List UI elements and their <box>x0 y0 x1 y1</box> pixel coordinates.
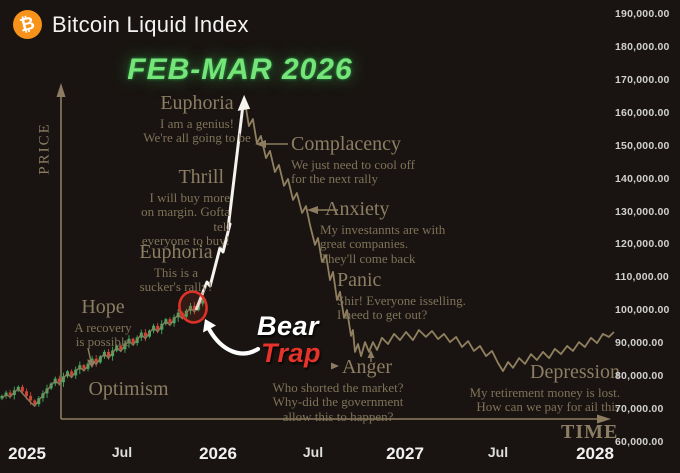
date-highlight: FEB-MAR 2026 <box>127 53 353 86</box>
x-axis-label: 2028 <box>576 444 614 463</box>
y-axis-label: 120,000.00 <box>615 238 670 251</box>
y-axis-label: 130,000.00 <box>615 205 670 218</box>
stage-hope: Hope A recovery is possible <box>50 297 156 350</box>
x-axis-label: 2025 <box>8 444 46 463</box>
stage-anger-quote: Who shorted the market? Why-did the gove… <box>272 380 404 424</box>
stage-hope-quote: A recovery is possible <box>74 320 132 350</box>
hope-arrow-line <box>87 347 92 363</box>
bear-trap-circle <box>178 290 208 324</box>
stage-euphoria-peak-quote: I am a genius! We're all going to be <box>143 116 251 146</box>
y-axis-label: 140,000.00 <box>615 172 670 185</box>
price-axis-arrowhead-icon <box>56 83 66 97</box>
bitcoin-logo-icon: ₿ <box>13 10 42 39</box>
stage-euphoria-rally-quote: This is a sucker's rally! <box>139 265 213 295</box>
stage-euphoria-rally: Euphoria This is a sucker's rally! <box>120 242 232 295</box>
time-axis-title: TIME <box>561 421 619 443</box>
y-axis-label: 80,000.00 <box>615 370 664 383</box>
complacency-arrowhead-icon <box>255 140 266 148</box>
stage-anxiety: Anxiety My investannts are with great co… <box>320 199 472 266</box>
stage-complacency-quote: We just need to cool off for the next ra… <box>291 157 415 187</box>
page-title: Bitcoin Liquid Index <box>52 11 249 37</box>
stage-anxiety-title: Anxiety <box>325 198 390 220</box>
x-axis-label: Jul <box>302 444 324 460</box>
stage-anxiety-quote: My investannts are with great companies.… <box>320 222 446 266</box>
bear-trap-word-bear: Bear <box>257 311 320 341</box>
x-axis-label: 2027 <box>386 444 424 463</box>
stage-euphoria-rally-title: Euphoria <box>139 241 213 263</box>
anxiety-arrowhead-icon <box>307 206 318 214</box>
y-axis-label: 60,000.00 <box>615 436 664 448</box>
x-axis-label: Jul <box>111 444 133 460</box>
stage-thrill-title: Thrill <box>178 166 224 188</box>
bitcoin-symbol: ₿ <box>17 12 38 37</box>
stage-anger-title: Anger <box>342 356 392 378</box>
brand-header: ₿ Bitcoin Liquid Index <box>13 10 249 39</box>
stage-thrill: Thrill I will buy more on margin. Gofta … <box>122 167 230 248</box>
y-axis-label: 150,000.00 <box>615 139 670 152</box>
time-axis-labels: 2025 Jul 2026 Jul 2027 Jul 2028 <box>0 444 680 470</box>
bear-trap-word-trap: Trap <box>261 338 322 368</box>
y-axis-label: 190,000.00 <box>615 8 670 20</box>
stage-hope-title: Hope <box>81 296 125 318</box>
stage-depression: Depression My retirement money is lost. … <box>452 362 620 415</box>
price-axis-labels: 190,000.00 180,000.00 170,000.00 160,000.00… <box>615 0 680 473</box>
anger-pointer-icon <box>331 362 339 370</box>
y-axis-label: 90,000.00 <box>615 337 664 350</box>
price-axis-title: PRICE <box>36 122 53 175</box>
stage-thrill-quote: I will buy more on margin. Gofta tell ev… <box>141 190 230 248</box>
stage-depression-title: Depression <box>530 361 620 383</box>
y-axis-label: 180,000.00 <box>615 40 670 53</box>
y-axis-label: 160,000.00 <box>615 106 670 119</box>
y-axis-label: 170,000.00 <box>615 73 670 86</box>
stage-optimism-title: Optimism <box>88 378 169 400</box>
stage-euphoria-peak: Euphoria I am a genius! We're all going … <box>138 93 256 146</box>
stage-optimism: Optimism <box>88 379 169 400</box>
stage-panic-quote: Shir! Everyone isselling. I need to get … <box>337 293 466 323</box>
stage-depression-quote: My retirement money is lost. How can we … <box>469 385 620 415</box>
time-axis-arrowhead-icon <box>597 414 611 424</box>
anger-arrowhead-icon <box>367 350 375 358</box>
stage-complacency: Complacency We just need to cool off for… <box>291 134 469 187</box>
y-axis-label: 110,000.00 <box>615 271 669 284</box>
bear-trap-arrow-line <box>206 326 261 356</box>
stage-complacency-title: Complacency <box>291 133 401 155</box>
stage-anger: Anger Who shorted the market? Why-did th… <box>272 357 404 424</box>
stage-euphoria-peak-title: Euphoria <box>160 92 234 114</box>
stage-panic: Panic Shir! Everyone isselling. I need t… <box>337 270 473 323</box>
x-axis-label: Jul <box>487 444 509 460</box>
y-axis-label: 70,000.00 <box>615 403 664 415</box>
hope-arrowhead-icon <box>87 359 96 368</box>
bear-trap-arrowhead-icon <box>203 319 216 333</box>
x-axis-label: 2026 <box>199 444 237 463</box>
y-axis-label: 100,000.00 <box>615 304 670 317</box>
stage-panic-title: Panic <box>337 269 382 291</box>
